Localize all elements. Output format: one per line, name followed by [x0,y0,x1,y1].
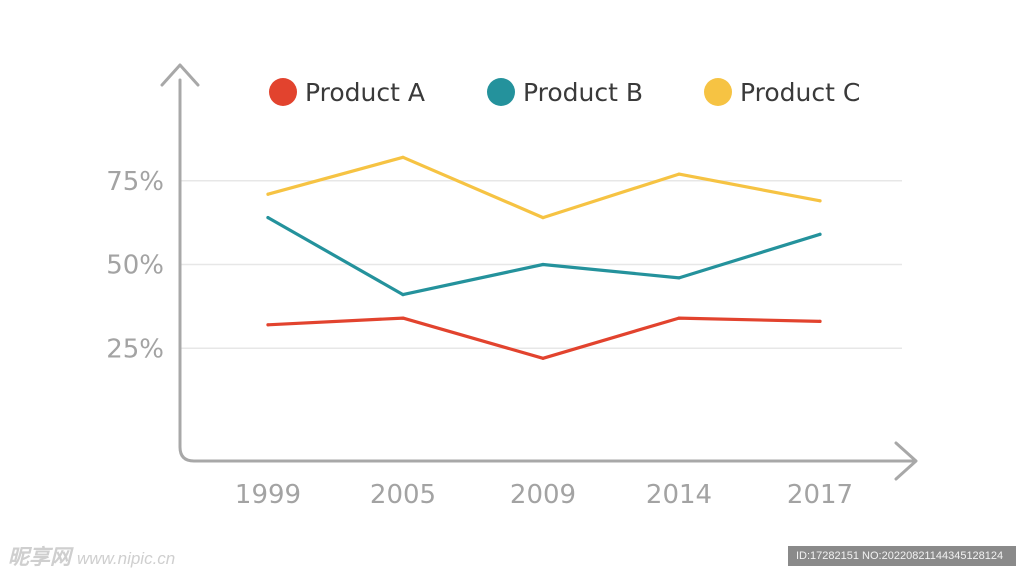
watermark-url: www.nipic.cn [77,549,176,568]
x-tick-label-2005: 2005 [370,480,436,510]
y-axis-ticks: 25% 50% 75% [106,167,164,365]
legend-swatch-product-a [269,78,297,106]
x-tick-label-2017: 2017 [787,480,853,510]
watermark-brand-name: 昵享网 [8,546,71,569]
y-axis-arrow [160,63,200,87]
y-tick-label-75: 75% [106,167,164,197]
data-point-product-c-2014 [677,172,681,176]
y-tick-label-50: 50% [106,251,164,281]
x-axis-ticks: 1999 2005 2009 2014 2017 [235,480,853,510]
x-axis-arrow [894,441,918,481]
data-point-product-c-2005 [401,155,405,159]
legend-label-product-b: Product B [523,78,643,107]
series-lines [266,155,822,360]
axis-lines [178,78,916,463]
legend-label-product-c: Product C [740,78,860,107]
data-point-product-a-2014 [677,316,681,320]
data-point-product-a-1999 [266,323,270,327]
legend: Product A Product B Product C [269,78,860,107]
data-point-product-a-2005 [401,316,405,320]
data-point-product-b-2017 [818,232,822,236]
y-tick-label-25: 25% [106,334,164,364]
legend-swatch-product-b [487,78,515,106]
data-point-product-b-2009 [541,262,545,267]
series-line-product-b [266,216,822,297]
axes [160,63,918,481]
x-tick-label-2014: 2014 [646,480,712,510]
series-line-product-a [266,316,822,360]
data-point-product-c-2017 [818,199,822,203]
legend-label-product-a: Product A [305,78,425,107]
data-point-product-c-1999 [266,192,270,196]
data-point-product-a-2009 [541,356,545,360]
data-point-product-b-2005 [401,293,405,297]
data-point-product-b-2014 [677,276,681,280]
watermark-brand: 昵享网 www.nipic.cn [8,541,175,571]
legend-swatch-product-c [704,78,732,106]
x-tick-label-2009: 2009 [510,480,576,510]
x-tick-label-1999: 1999 [235,480,301,510]
data-point-product-a-2017 [818,319,822,323]
series-line-product-c [266,155,822,220]
watermark-id-bar: ID:17282151 NO:20220821144345128124 [788,546,1016,566]
data-point-product-b-1999 [266,216,270,220]
data-point-product-c-2009 [541,216,545,220]
